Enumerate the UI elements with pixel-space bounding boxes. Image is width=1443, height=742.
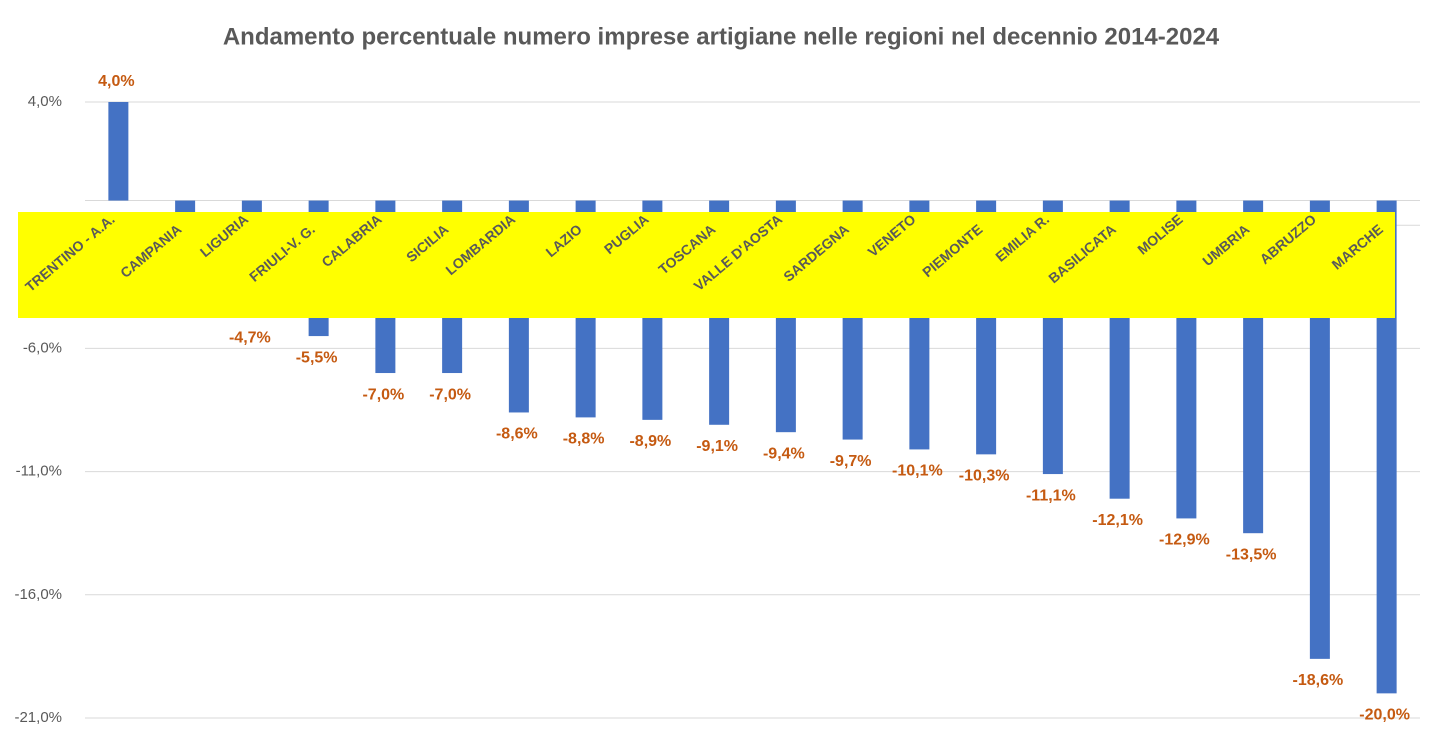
y-tick-label: -16,0% [14, 586, 62, 603]
value-label: -9,1% [696, 438, 738, 455]
value-label: -7,0% [362, 386, 404, 403]
value-label: -8,6% [496, 426, 538, 443]
chart-title: Andamento percentuale numero imprese art… [223, 23, 1220, 50]
value-label: -20,0% [1359, 707, 1410, 724]
value-label: 4,0% [98, 73, 134, 90]
value-label: -7,0% [429, 386, 471, 403]
value-label: -9,7% [830, 453, 872, 470]
value-label: -18,6% [1293, 672, 1344, 689]
bars: 4,0%-1,7%-4,7%-5,5%-7,0%-7,0%-8,6%-8,8%-… [98, 73, 1410, 723]
value-label: -8,9% [629, 433, 671, 450]
value-label: -8,8% [563, 431, 605, 448]
value-label: -10,3% [959, 468, 1010, 485]
y-tick-label: -6,0% [23, 339, 62, 356]
value-label: -12,9% [1159, 532, 1210, 549]
y-tick-label: -11,0% [16, 463, 62, 480]
y-tick-label: -21,0% [14, 709, 62, 726]
value-label: -10,1% [892, 463, 943, 480]
label-highlight [18, 212, 1395, 318]
value-label: -9,4% [763, 445, 805, 462]
y-tick-label: 4,0% [28, 93, 62, 110]
value-label: -11,1% [1026, 487, 1076, 504]
value-label: -5,5% [296, 349, 338, 366]
bar [1376, 200, 1397, 694]
value-label: -4,7% [229, 330, 271, 347]
bar [108, 102, 129, 201]
value-label: -12,1% [1092, 512, 1143, 529]
value-label: -13,5% [1226, 546, 1277, 563]
